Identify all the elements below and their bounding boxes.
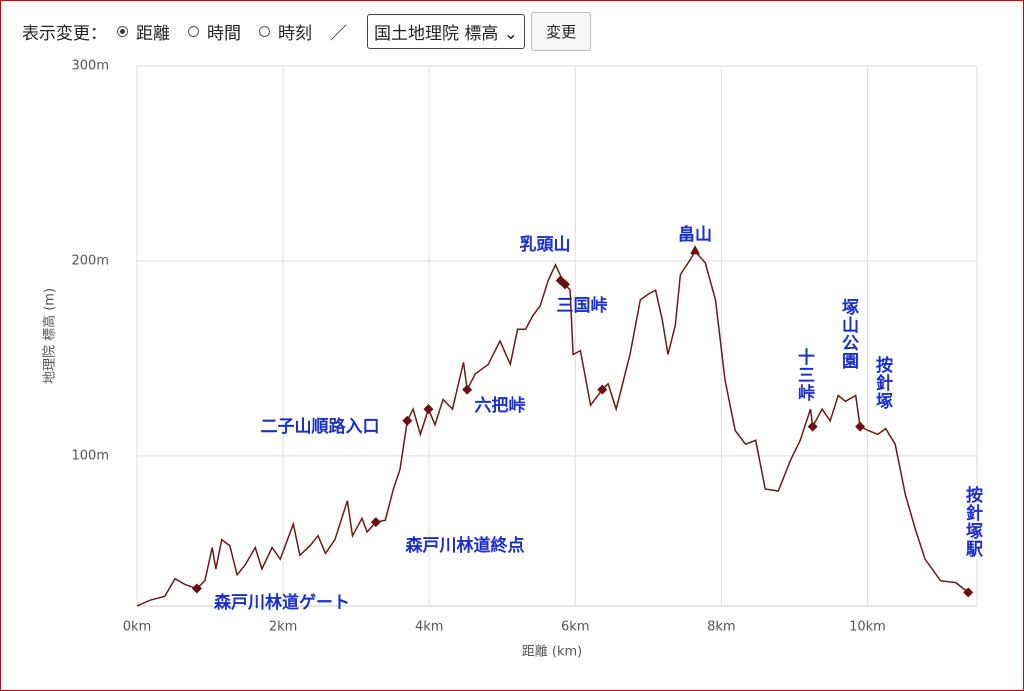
y-axis-label: 地理院 標高 (m): [42, 288, 58, 384]
x-tick-label: 4km: [415, 620, 443, 635]
landmark-label: 二子山順路入口: [261, 416, 380, 437]
button[interactable]: 変更: [531, 11, 592, 51]
y-tick-label: 300m: [72, 59, 109, 74]
x-tick-label: 10km: [849, 620, 886, 635]
radio-label: 時刻: [278, 23, 312, 44]
y-tick-label: 200m: [72, 253, 109, 268]
landmark-marker: [423, 404, 434, 415]
caption: 表示変更：: [22, 23, 107, 44]
landmark-label: 森戸川林道終点: [406, 535, 525, 556]
radio-dot[interactable]: [117, 25, 128, 37]
landmark-label: 三国峠: [557, 295, 608, 316]
radio-label: 距離: [136, 23, 170, 44]
landmark-marker: [963, 587, 974, 598]
radio[interactable]: 距離: [117, 19, 170, 44]
radio-label: 時間: [207, 23, 241, 44]
radio-dot[interactable]: [188, 25, 199, 37]
landmark-label: 十三峠: [794, 347, 815, 402]
x-tick-label: 8km: [707, 620, 735, 635]
landmark-marker: [855, 421, 866, 432]
radio[interactable]: 時間: [188, 19, 241, 44]
radio[interactable]: 時刻: [259, 19, 312, 44]
landmark-label: 畠山: [678, 224, 712, 245]
landmark-label: 森戸川林道ゲート: [214, 592, 350, 613]
landmark-label: 塚山公園: [838, 298, 859, 370]
x-axis-label: 距離 (km): [522, 645, 582, 660]
x-tick-label: 6km: [561, 620, 589, 635]
landmark-marker: [807, 421, 818, 432]
landmark-marker: [560, 279, 571, 290]
landmark-label: 按針塚駅: [962, 485, 984, 558]
landmark-marker: [191, 583, 202, 594]
landmark-marker: [597, 384, 608, 395]
toolbar: 表示変更： 距離 時間 時刻 ／ 国土地理院 標高 ⌄ 変更: [22, 11, 592, 51]
landmark-marker: [462, 384, 473, 395]
landmark-marker: [370, 517, 381, 528]
x-tick-label: 0km: [123, 620, 151, 635]
landmark-label: 乳頭山: [520, 234, 571, 255]
landmark-label: 按針塚: [872, 355, 893, 410]
radio-dot[interactable]: [259, 25, 270, 37]
select[interactable]: 国土地理院 標高 ⌄: [367, 13, 526, 49]
x-tick-label: 2km: [269, 620, 297, 635]
landmark-label: 六把峠: [475, 395, 526, 416]
landmark-marker: [402, 415, 413, 426]
select-text: 国土地理院 標高: [374, 23, 499, 44]
separator: ／: [330, 23, 347, 44]
landmark-marker: [690, 245, 701, 255]
y-tick-label: 100m: [72, 448, 109, 463]
